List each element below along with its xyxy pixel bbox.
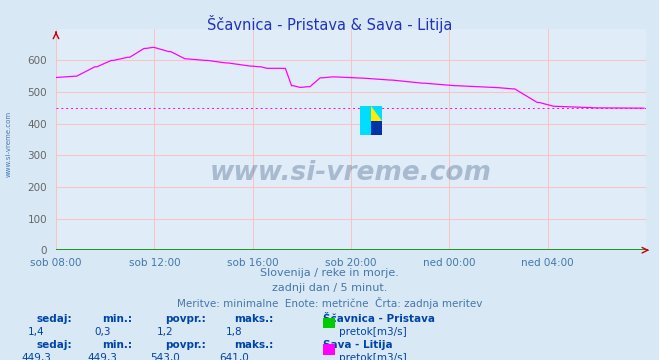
Text: pretok[m3/s]: pretok[m3/s] (339, 353, 407, 360)
Text: www.si-vreme.com: www.si-vreme.com (5, 111, 12, 177)
Text: 1,4: 1,4 (28, 327, 45, 337)
Bar (360, 106, 371, 135)
Text: Ščavnica - Pristava: Ščavnica - Pristava (323, 314, 435, 324)
Text: maks.:: maks.: (234, 314, 273, 324)
Text: povpr.:: povpr.: (165, 314, 206, 324)
Text: 449,3: 449,3 (21, 353, 51, 360)
Text: 1,2: 1,2 (156, 327, 173, 337)
Text: 449,3: 449,3 (87, 353, 117, 360)
Text: min.:: min.: (102, 340, 132, 350)
Text: 1,8: 1,8 (225, 327, 243, 337)
Text: povpr.:: povpr.: (165, 340, 206, 350)
Text: Meritve: minimalne  Enote: metrične  Črta: zadnja meritev: Meritve: minimalne Enote: metrične Črta:… (177, 297, 482, 309)
Text: pretok[m3/s]: pretok[m3/s] (339, 327, 407, 337)
Text: sedaj:: sedaj: (36, 340, 72, 350)
Text: min.:: min.: (102, 314, 132, 324)
Text: Sava - Litija: Sava - Litija (323, 340, 393, 350)
Bar (371, 121, 382, 135)
Polygon shape (371, 106, 382, 121)
Text: Ščavnica - Pristava & Sava - Litija: Ščavnica - Pristava & Sava - Litija (207, 15, 452, 33)
Text: zadnji dan / 5 minut.: zadnji dan / 5 minut. (272, 283, 387, 293)
Text: maks.:: maks.: (234, 340, 273, 350)
Text: Slovenija / reke in morje.: Slovenija / reke in morje. (260, 268, 399, 278)
Text: 641,0: 641,0 (219, 353, 249, 360)
Text: 543,0: 543,0 (150, 353, 180, 360)
Text: 0,3: 0,3 (94, 327, 111, 337)
Text: www.si-vreme.com: www.si-vreme.com (210, 160, 492, 186)
Text: sedaj:: sedaj: (36, 314, 72, 324)
Bar (371, 106, 382, 121)
